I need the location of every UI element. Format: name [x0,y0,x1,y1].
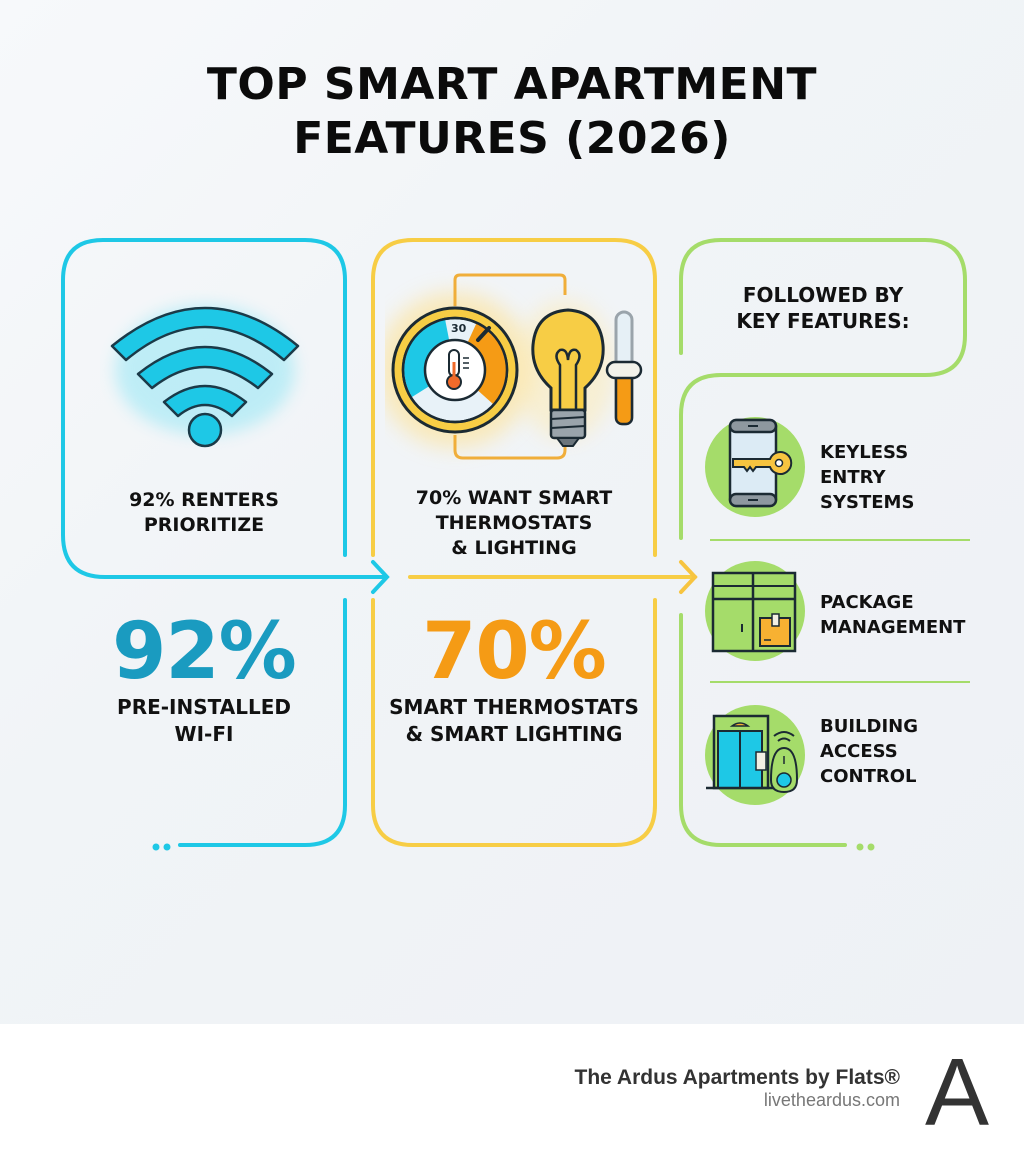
thermostat-caption: 70% WANT SMART THERMOSTATS & LIGHTING [373,486,655,561]
svg-text:30: 30 [451,322,467,335]
title-line-2: FEATURES (2026) [293,113,731,164]
wifi-caption: 92% RENTERS PRIORITIZE [63,488,345,538]
label-line: WI-FI [174,722,234,746]
blue-frame [61,238,390,851]
caption-line: 70% WANT SMART [415,487,613,509]
feature-line: MANAGEMENT [820,617,966,638]
wifi-stat: 92% [112,607,297,697]
yellow-frame [371,238,698,847]
thermostat-lightbulb-icon: 30 [385,273,643,460]
label-line: SMART THERMOSTATS [389,695,639,719]
feature-line: PACKAGE [820,592,914,613]
heading-line: FOLLOWED BY [742,283,904,307]
title-line-1: TOP SMART APARTMENT [206,59,818,110]
label-line: & SMART LIGHTING [405,722,623,746]
feature-line: KEYLESS [820,442,909,463]
caption-line: PRIORITIZE [143,514,265,536]
wifi-label: PRE-INSTALLED WI-FI [63,694,345,748]
feature-line: CONTROL [820,766,917,787]
key-features-heading: FOLLOWED BY KEY FEATURES: [681,282,965,334]
footer-url[interactable]: livetheardus.com [763,1090,900,1110]
thermostat-stat: 70% [422,607,607,697]
green-frame [679,238,967,851]
feature-line: ACCESS [820,741,898,762]
feature-package-management: PACKAGE MANAGEMENT [820,590,965,640]
caption-line: & LIGHTING [451,537,577,559]
feature-line: ENTRY [820,467,886,488]
feature-building-access-control: BUILDING ACCESS CONTROL [820,714,918,789]
thermostat-label: SMART THERMOSTATS & SMART LIGHTING [373,694,655,748]
caption-line: 92% RENTERS [129,489,279,511]
feature-dividers [710,539,970,683]
package-locker-icon [705,561,805,661]
feature-keyless-entry: KEYLESS ENTRY SYSTEMS [820,440,914,515]
caption-line: THERMOSTATS [435,512,593,534]
elevator-fob-icon [705,705,805,805]
flow-frames [61,238,970,851]
brand-logo-icon: A [925,1039,990,1146]
label-line: PRE-INSTALLED [117,695,291,719]
heading-line: KEY FEATURES: [736,309,910,333]
infographic-canvas: TOP SMART APARTMENT FEATURES (2026) [0,0,1024,1024]
page-title: TOP SMART APARTMENT FEATURES (2026) [0,58,1024,166]
feature-line: BUILDING [820,716,918,737]
wifi-icon [110,305,300,448]
feature-line: SYSTEMS [820,492,915,513]
phone-key-icon [705,417,805,517]
footer-brand: The Ardus Apartments by Flats® [574,1066,900,1089]
